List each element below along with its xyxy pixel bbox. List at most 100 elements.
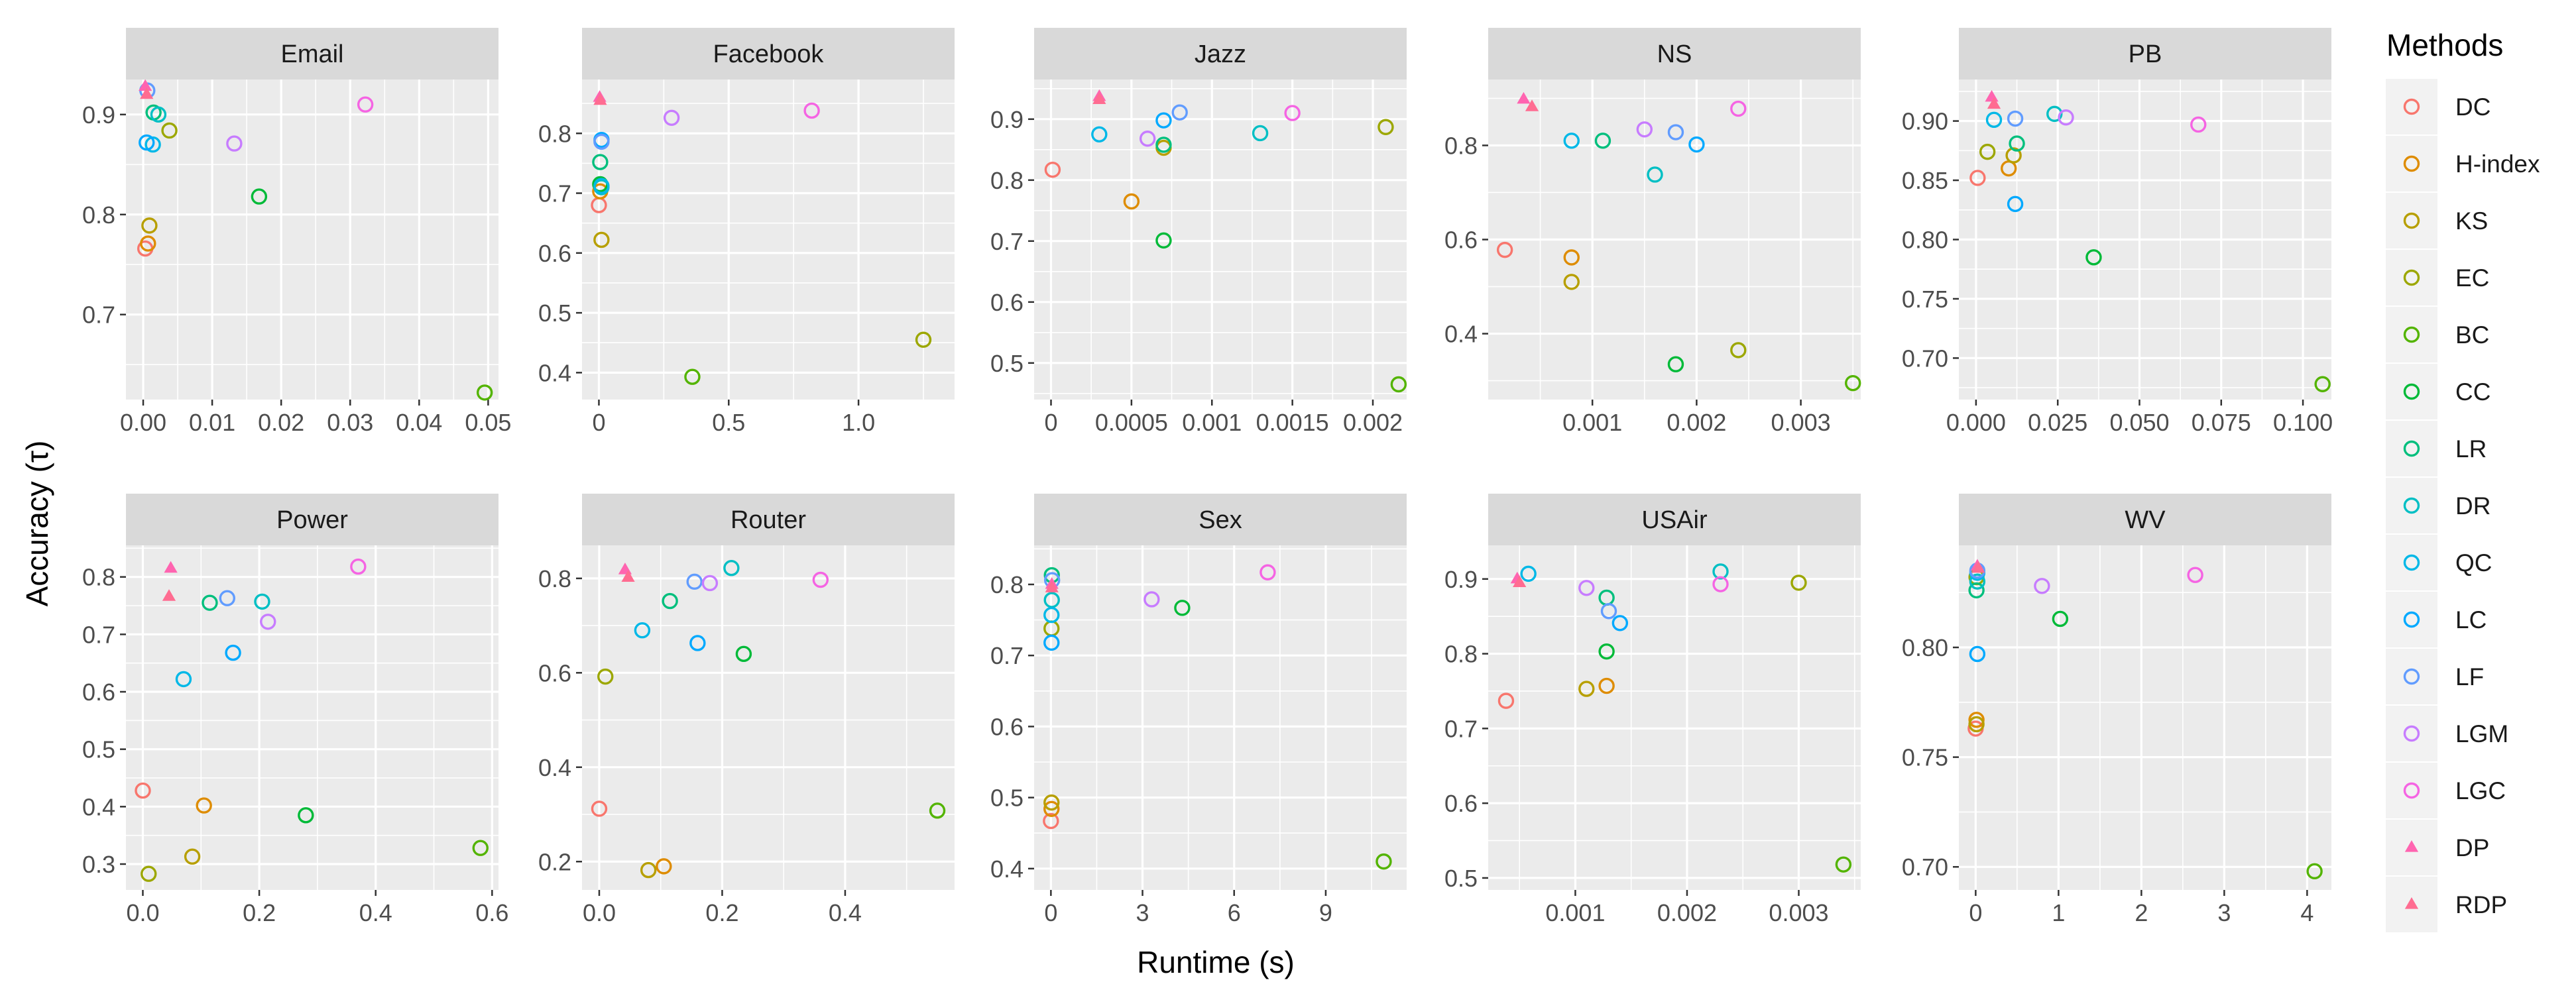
y-tick-label: 0.7 (990, 228, 1024, 255)
point-dc (1496, 241, 1513, 258)
point-lgc (357, 96, 374, 113)
facet-title: WV (2125, 506, 2166, 534)
point-dc (591, 800, 608, 817)
point-h-index (1123, 193, 1140, 210)
point-lc (1043, 634, 1060, 651)
y-tick-label: 0.9 (1444, 566, 1478, 593)
point-rdp (1045, 580, 1059, 592)
point-ks (141, 217, 158, 234)
point-lf (1600, 603, 1617, 620)
panel-background (126, 545, 498, 890)
x-tick-label: 0.002 (1667, 409, 1726, 436)
point-bc (1376, 853, 1392, 870)
y-tick-label: 0.6 (1444, 790, 1478, 817)
panel-sex: 0 3 6 9 0.4 0.5 0.6 0.7 0.8 Sex (990, 494, 1407, 926)
point-dc (1043, 812, 1059, 830)
point-ks (1043, 794, 1060, 811)
panel-ns: 0.001 0.002 0.003 0.4 0.6 0.8 NS (1444, 28, 1861, 436)
panel-usair: 0.001 0.002 0.003 0.5 0.6 0.7 0.8 0.9 USAir (1444, 494, 1861, 926)
y-tick-label: 0.85 (1902, 167, 1948, 194)
point-ec (1730, 342, 1747, 358)
point-lgc (803, 102, 820, 119)
point-qc (1043, 606, 1060, 624)
point-bc (2306, 863, 2323, 880)
x-tick-label: 0.000 (1946, 409, 2006, 436)
x-tick-label: 4 (2300, 899, 2313, 926)
y-tick-label: 0.8 (990, 167, 1024, 194)
y-tick-label: 0.8 (82, 201, 115, 229)
facet-title: NS (1657, 40, 1692, 68)
point-lgc (2190, 116, 2207, 133)
point-cc (1155, 232, 1172, 249)
point-lgc (350, 558, 367, 575)
legend-item-dc: DC (2384, 78, 2490, 136)
point-lgm (2034, 578, 2050, 594)
legend-key (2384, 761, 2439, 820)
point-ks (593, 231, 610, 248)
x-tick-label: 0.6 (475, 899, 508, 926)
point-lr (592, 154, 609, 170)
x-tick-label: 0.100 (2273, 409, 2333, 436)
point-bc (1390, 376, 1407, 393)
legend-key (2384, 248, 2439, 307)
legend-label: EC (2455, 264, 2489, 292)
point-bc (2314, 376, 2331, 392)
point-dr (1647, 166, 1663, 183)
point-ec (915, 331, 932, 348)
y-tick-label: 0.80 (1902, 227, 1948, 254)
legend-item-bc: BC (2384, 305, 2489, 364)
point-dp (1517, 91, 1531, 104)
point-dr (1252, 125, 1269, 142)
x-tick-label: 0.0 (583, 899, 616, 926)
x-tick-label: 6 (1228, 899, 1241, 926)
x-tick-label: 0.2 (705, 899, 738, 926)
point-lf (686, 573, 703, 590)
point-dr (723, 559, 740, 576)
x-tick-label: 0.5 (712, 409, 745, 436)
x-tick-label: 0.0015 (1256, 409, 1329, 436)
point-bc (472, 840, 489, 856)
legend-label: DR (2455, 492, 2490, 520)
panel-background (1034, 545, 1407, 890)
legend-circle-swatch (2403, 668, 2420, 685)
facet-strip (1488, 28, 1861, 80)
point-bc (1835, 856, 1852, 873)
y-tick-label: 0.5 (990, 785, 1024, 812)
point-lc (1688, 136, 1705, 153)
facet-strip (1959, 494, 2331, 545)
facet-title: Sex (1199, 506, 1242, 534)
legend-item-lc: LC (2384, 590, 2487, 649)
y-tick-label: 0.4 (82, 793, 115, 820)
legend-circle-swatch (2403, 155, 2420, 172)
point-lc (689, 635, 706, 651)
legend-item-lf: LF (2384, 647, 2484, 706)
point-rdp (593, 93, 607, 105)
facet-strip (126, 28, 498, 80)
facet-title: Router (731, 506, 806, 534)
point-cc (298, 807, 314, 824)
x-tick-label: 0 (1044, 409, 1057, 436)
y-tick-label: 0.4 (538, 359, 571, 386)
y-tick-label: 0.5 (538, 300, 571, 327)
facet-title: Email (280, 40, 343, 68)
point-dr (1712, 563, 1729, 580)
x-tick-label: 3 (1136, 899, 1149, 926)
point-lr (202, 594, 218, 611)
point-lf (1171, 104, 1188, 121)
x-tick-label: 0.03 (327, 409, 373, 436)
point-ks (184, 848, 201, 865)
point-lgc (812, 571, 829, 588)
point-lf (2007, 110, 2024, 127)
legend-label: LR (2455, 435, 2487, 463)
point-lgc (1284, 105, 1301, 121)
legend-circle-swatch (2403, 326, 2420, 343)
legend-label: DC (2455, 93, 2490, 121)
legend-items: DC H-index KS EC BC CC LR DR QC LC LF LGM LGC DP RDP (2384, 78, 2540, 934)
y-tick-label: 0.7 (82, 621, 115, 648)
legend-circle-swatch (2403, 497, 2420, 514)
x-tick-label: 1 (2052, 899, 2065, 926)
y-tick-label: 0.8 (1444, 132, 1478, 159)
point-lr (1594, 133, 1611, 149)
y-tick-label: 0.4 (1444, 321, 1478, 348)
point-ec (141, 865, 157, 882)
